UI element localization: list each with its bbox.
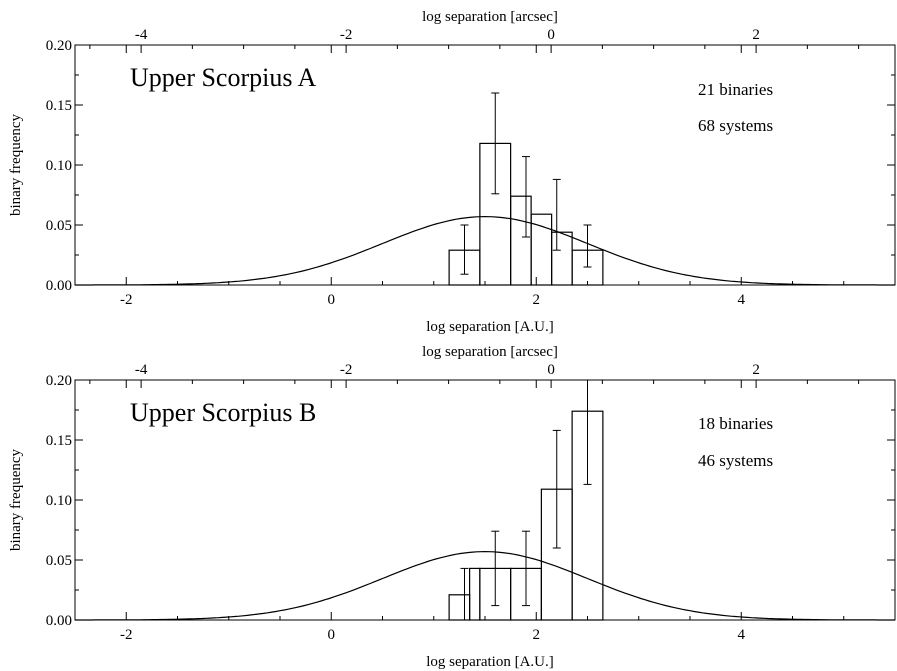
binaries-count-label: 21 binaries bbox=[698, 80, 773, 99]
x2-tick-label: 0 bbox=[547, 27, 555, 43]
x2-tick-label: 0 bbox=[547, 362, 555, 378]
gaussian-curve bbox=[75, 215, 895, 286]
y-tick-label: 0.05 bbox=[46, 218, 72, 234]
histogram-bar bbox=[551, 231, 573, 286]
gaussian-curve bbox=[75, 550, 895, 621]
x-tick-label: 0 bbox=[328, 292, 336, 308]
y-axis-label: binary frequency bbox=[8, 113, 24, 216]
x-tick-label: 2 bbox=[533, 292, 541, 308]
x-tick-label: 4 bbox=[738, 292, 746, 308]
systems-count-label: 68 systems bbox=[698, 116, 773, 135]
histogram-bar bbox=[530, 213, 553, 286]
y-tick-label: 0.10 bbox=[46, 158, 72, 174]
y-tick-label: 0.20 bbox=[46, 38, 72, 54]
systems-count-label: 46 systems bbox=[698, 451, 773, 470]
x2-tick-label: -4 bbox=[135, 362, 148, 378]
y-tick-label: 0.15 bbox=[46, 98, 72, 114]
y-tick-label: 0.20 bbox=[46, 373, 72, 389]
histogram-bar bbox=[469, 567, 481, 621]
x-tick-label: -2 bbox=[120, 292, 133, 308]
x-axis-label: log separation [A.U.] bbox=[426, 654, 553, 670]
x-axis-label: log separation [A.U.] bbox=[426, 319, 553, 335]
histogram-bar bbox=[448, 594, 471, 621]
x2-axis-label: log separation [arcsec] bbox=[422, 9, 558, 25]
y-tick-label: 0.10 bbox=[46, 493, 72, 509]
y-axis-label: binary frequency bbox=[8, 448, 24, 551]
x2-tick-label: 2 bbox=[752, 27, 760, 43]
y-tick-label: 0.15 bbox=[46, 433, 72, 449]
x-tick-label: -2 bbox=[120, 627, 133, 643]
panel-title: Upper Scorpius A bbox=[130, 63, 317, 92]
y-tick-label: 0.00 bbox=[46, 278, 72, 294]
x2-axis-label: log separation [arcsec] bbox=[422, 344, 558, 360]
x2-tick-label: -4 bbox=[135, 27, 148, 43]
x2-tick-label: -2 bbox=[340, 27, 353, 43]
binaries-count-label: 18 binaries bbox=[698, 414, 773, 433]
x2-tick-label: -2 bbox=[340, 362, 353, 378]
panel-upper-scorpius-a: Upper Scorpius A 21 binaries 68 systems … bbox=[8, 9, 896, 335]
panel-upper-scorpius-b: Upper Scorpius B 18 binaries 46 systems … bbox=[8, 344, 896, 670]
x-tick-label: 4 bbox=[738, 627, 746, 643]
histogram-bar bbox=[510, 195, 532, 286]
panel-title: Upper Scorpius B bbox=[130, 398, 316, 427]
x2-tick-label: 2 bbox=[752, 362, 760, 378]
x-tick-label: 0 bbox=[328, 627, 336, 643]
y-tick-label: 0.05 bbox=[46, 553, 72, 569]
y-tick-label: 0.00 bbox=[46, 613, 72, 629]
x-tick-label: 2 bbox=[533, 627, 541, 643]
